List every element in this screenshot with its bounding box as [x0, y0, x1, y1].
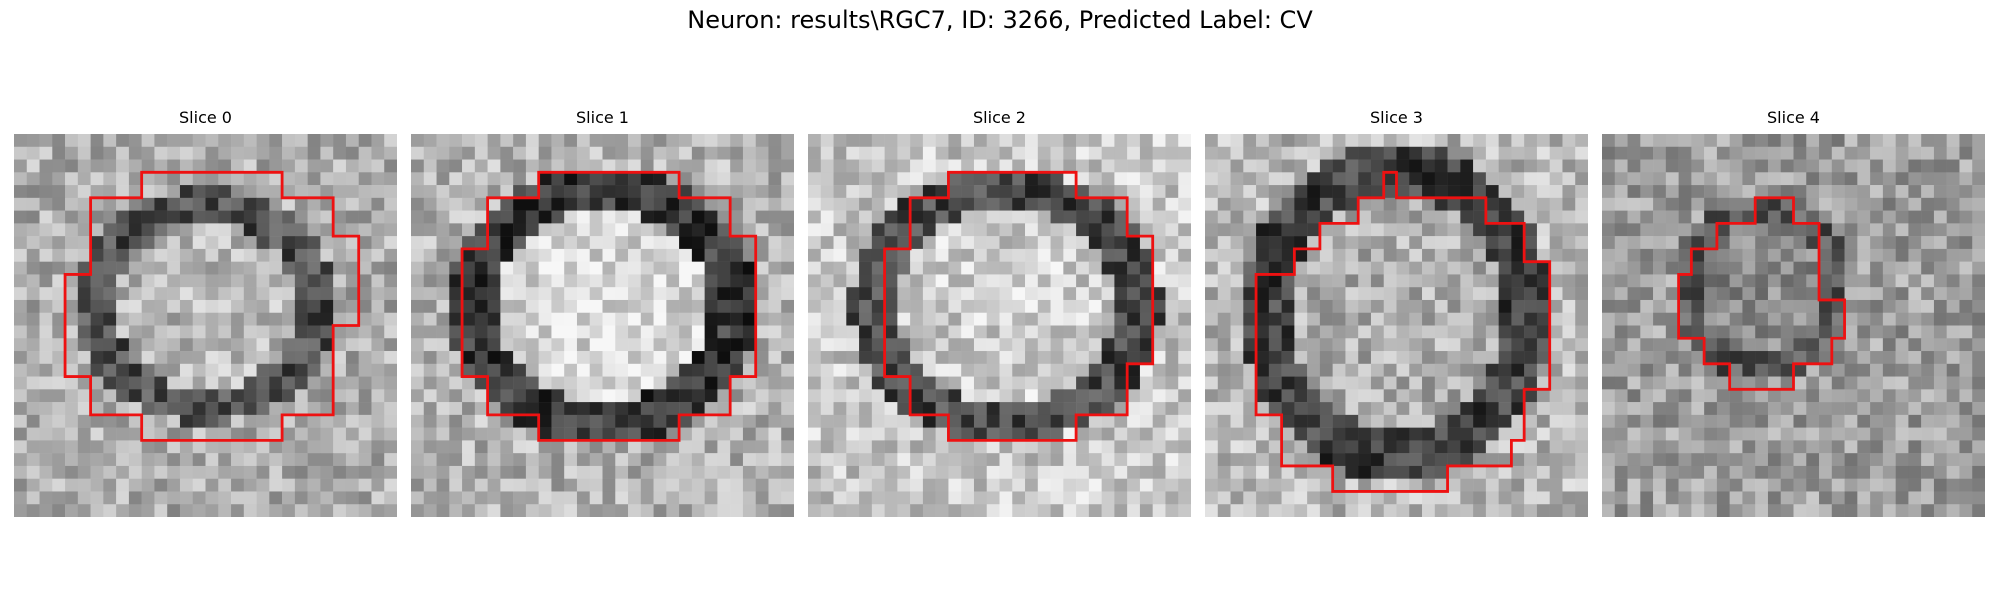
slice-title-0: Slice 0	[179, 108, 232, 127]
slice-image-4	[1602, 134, 1985, 517]
slice-pixels-0	[14, 134, 397, 517]
slice-outline-3	[1254, 170, 1552, 493]
slice-outline-1	[460, 170, 758, 442]
slice-panel-1: Slice 1	[411, 108, 794, 520]
slice-title-1: Slice 1	[576, 108, 629, 127]
slice-image-2	[808, 134, 1191, 517]
slice-image-1	[411, 134, 794, 517]
slice-panel-3: Slice 3	[1205, 108, 1588, 520]
figure-title: Neuron: results\RGC7, ID: 3266, Predicte…	[687, 6, 1313, 34]
slice-image-3	[1205, 134, 1588, 517]
slice-pixels-4	[1602, 134, 1985, 517]
slice-panel-0: Slice 0	[14, 108, 397, 520]
slice-outline-0	[63, 170, 361, 442]
slice-pixels-1	[411, 134, 794, 517]
slice-title-2: Slice 2	[973, 108, 1026, 127]
slice-panel-4: Slice 4	[1602, 108, 1985, 520]
slice-title-4: Slice 4	[1767, 108, 1820, 127]
slice-panel-2: Slice 2	[808, 108, 1191, 520]
slice-outline-4	[1677, 196, 1846, 391]
slice-pixels-2	[808, 134, 1191, 517]
slice-outline-2	[883, 170, 1155, 442]
slice-title-3: Slice 3	[1370, 108, 1423, 127]
slice-pixels-3	[1205, 134, 1588, 517]
slice-image-0	[14, 134, 397, 517]
